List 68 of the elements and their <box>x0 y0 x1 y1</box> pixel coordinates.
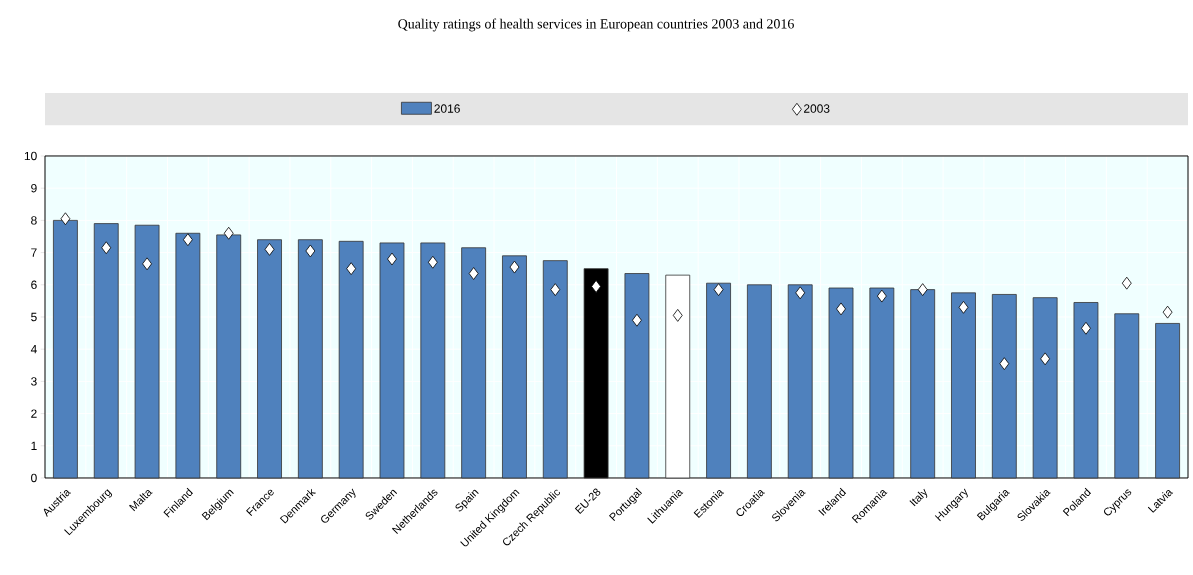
bar <box>1155 323 1180 479</box>
bar <box>624 273 650 479</box>
y-tick-label: 9 <box>31 183 37 193</box>
legend-label: 2003 <box>803 104 830 113</box>
bar <box>420 242 446 479</box>
y-tick-label: 2 <box>31 409 37 418</box>
y-tick-label: 7 <box>31 248 37 257</box>
bar <box>828 287 854 479</box>
point <box>509 260 520 274</box>
bar <box>910 289 936 479</box>
point <box>795 286 806 300</box>
y-tick-label: 0 <box>31 473 37 483</box>
bar <box>53 219 78 479</box>
bar <box>175 232 201 479</box>
point <box>101 241 112 255</box>
point <box>223 226 234 240</box>
point <box>264 242 275 256</box>
point <box>999 357 1010 371</box>
bar <box>1032 297 1058 479</box>
bar <box>257 239 282 479</box>
bar <box>216 234 242 479</box>
bar <box>991 294 1017 479</box>
point <box>1081 321 1091 335</box>
y-tick-label: 4 <box>30 345 37 354</box>
point <box>60 212 71 226</box>
y-tick-label: 1 <box>31 441 37 450</box>
bar <box>951 292 976 479</box>
point <box>1121 276 1132 290</box>
point <box>1040 352 1051 366</box>
point <box>305 244 316 258</box>
y-tick-label: 6 <box>31 280 37 290</box>
bar <box>297 239 323 479</box>
point <box>591 280 601 293</box>
legend-label: 2016 <box>434 104 460 113</box>
point <box>346 262 357 276</box>
point <box>142 257 152 271</box>
bar <box>746 284 772 479</box>
point <box>876 289 887 303</box>
point <box>550 283 561 297</box>
point <box>917 283 928 297</box>
bar <box>1073 302 1099 479</box>
bar <box>338 240 364 479</box>
bar <box>706 282 731 479</box>
point <box>182 233 193 247</box>
bar <box>869 287 895 479</box>
bar <box>93 223 119 479</box>
y-tick-label: 8 <box>31 216 37 225</box>
point <box>1162 305 1173 319</box>
x-tick-label: Italy <box>909 488 928 507</box>
bar <box>134 224 160 479</box>
bar <box>502 255 527 479</box>
bar <box>787 284 813 479</box>
y-tick-label: 3 <box>31 377 37 386</box>
point <box>632 313 642 327</box>
point <box>672 308 683 322</box>
point <box>387 252 397 266</box>
bar <box>1114 313 1140 479</box>
bar <box>379 242 405 479</box>
y-tick-label: 5 <box>31 312 37 322</box>
bar <box>542 260 568 479</box>
y-tick-label: 10 <box>24 151 37 161</box>
point <box>713 283 724 297</box>
point <box>468 267 479 280</box>
point <box>836 302 846 316</box>
bar <box>461 247 487 479</box>
point <box>958 300 969 314</box>
chart-title: Quality ratings of health services in European countries 2003 and 2016 <box>398 18 794 32</box>
point <box>427 255 438 269</box>
